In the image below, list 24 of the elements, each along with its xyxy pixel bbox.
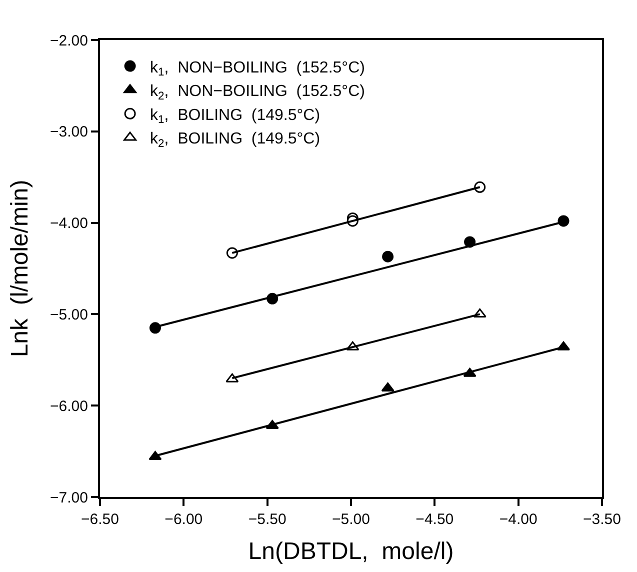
legend-label: k$_{1}$, BOILING (149.5°C) [150, 106, 320, 126]
x-axis-title: Ln(DBTDL, mole/l) [248, 538, 454, 565]
point [148, 451, 162, 460]
y-axis-title: Lnk (l/mole/min) [6, 180, 34, 358]
legend-label: k$_{1}$, NON−BOILING (152.5°C) [150, 59, 365, 79]
y-tick-label: −7.00 [50, 489, 88, 506]
x-tick-label: −5.00 [332, 511, 370, 528]
x-tick-label: −6.00 [164, 511, 203, 528]
point [381, 382, 394, 392]
x-tick-label: −4.00 [499, 511, 538, 528]
x-tick-label: −6.50 [81, 511, 119, 528]
y-tick-label: −3.00 [50, 124, 88, 141]
y-tick-label: −4.00 [50, 215, 88, 232]
legend-label: k$_{2}$, BOILING (149.5°C) [150, 130, 320, 150]
legend-label: k$_{2}$, NON−BOILING (152.5°C) [150, 83, 365, 102]
x-tick-label: −4.50 [416, 511, 454, 528]
y-tick-label: −2.00 [50, 32, 88, 50]
x-tick-label: −5.50 [248, 511, 286, 528]
point [558, 215, 570, 227]
x-tick-label: −3.50 [583, 511, 621, 528]
y-tick-label: −6.00 [50, 398, 88, 415]
point [149, 322, 161, 334]
point [382, 250, 394, 262]
y-tick-label: −5.00 [50, 306, 88, 324]
